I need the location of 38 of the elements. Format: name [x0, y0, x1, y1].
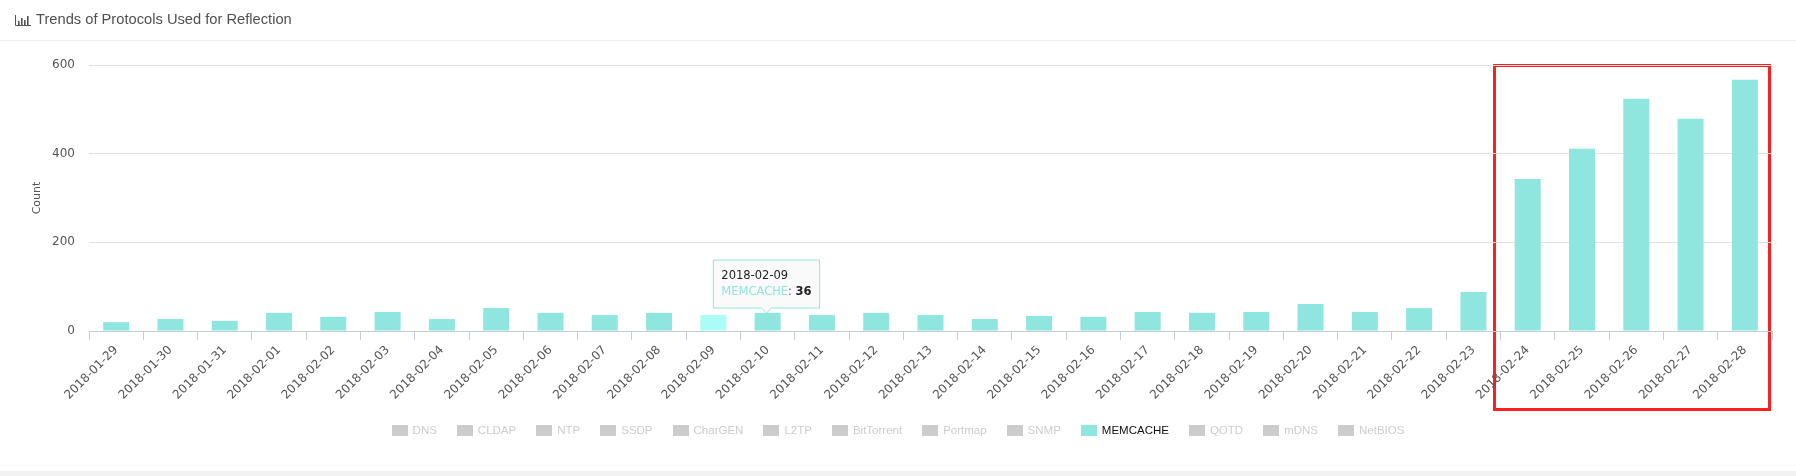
bar	[1188, 312, 1215, 331]
bar	[1351, 311, 1378, 331]
bar	[320, 316, 347, 331]
bar	[646, 312, 673, 331]
chart-title: Trends of Protocols Used for Reflection	[36, 11, 292, 27]
bar	[591, 315, 618, 331]
annotation: 2018-02-09 MEMCACHE: 36	[721, 268, 812, 299]
bar	[808, 315, 835, 331]
bar	[700, 315, 727, 331]
bar	[1677, 118, 1704, 331]
bar	[1026, 315, 1053, 331]
legend-label: MEMCACHE	[1101, 424, 1169, 436]
bar	[428, 319, 455, 331]
bar	[483, 307, 510, 331]
bar	[1568, 148, 1595, 331]
bar	[917, 315, 944, 331]
bar	[1514, 178, 1541, 331]
bar	[1134, 311, 1161, 331]
bar	[1406, 307, 1433, 331]
bar	[1243, 311, 1270, 331]
bar	[374, 311, 401, 331]
y-tick-label: 600	[52, 57, 75, 72]
y-tick-label: 200	[52, 234, 75, 249]
bar	[266, 312, 293, 331]
bar	[1080, 316, 1107, 331]
bar	[1731, 79, 1758, 331]
y-axis-title: Count	[30, 180, 44, 215]
bar	[863, 312, 890, 331]
bar	[537, 312, 564, 331]
bar	[1460, 291, 1487, 331]
bar	[1297, 303, 1324, 331]
bar	[211, 320, 238, 331]
bar	[971, 319, 998, 331]
bar	[1623, 98, 1650, 331]
bar	[103, 322, 130, 331]
y-tick-label: 400	[52, 145, 75, 160]
y-tick-label: 0	[67, 323, 75, 338]
bar	[157, 319, 184, 331]
